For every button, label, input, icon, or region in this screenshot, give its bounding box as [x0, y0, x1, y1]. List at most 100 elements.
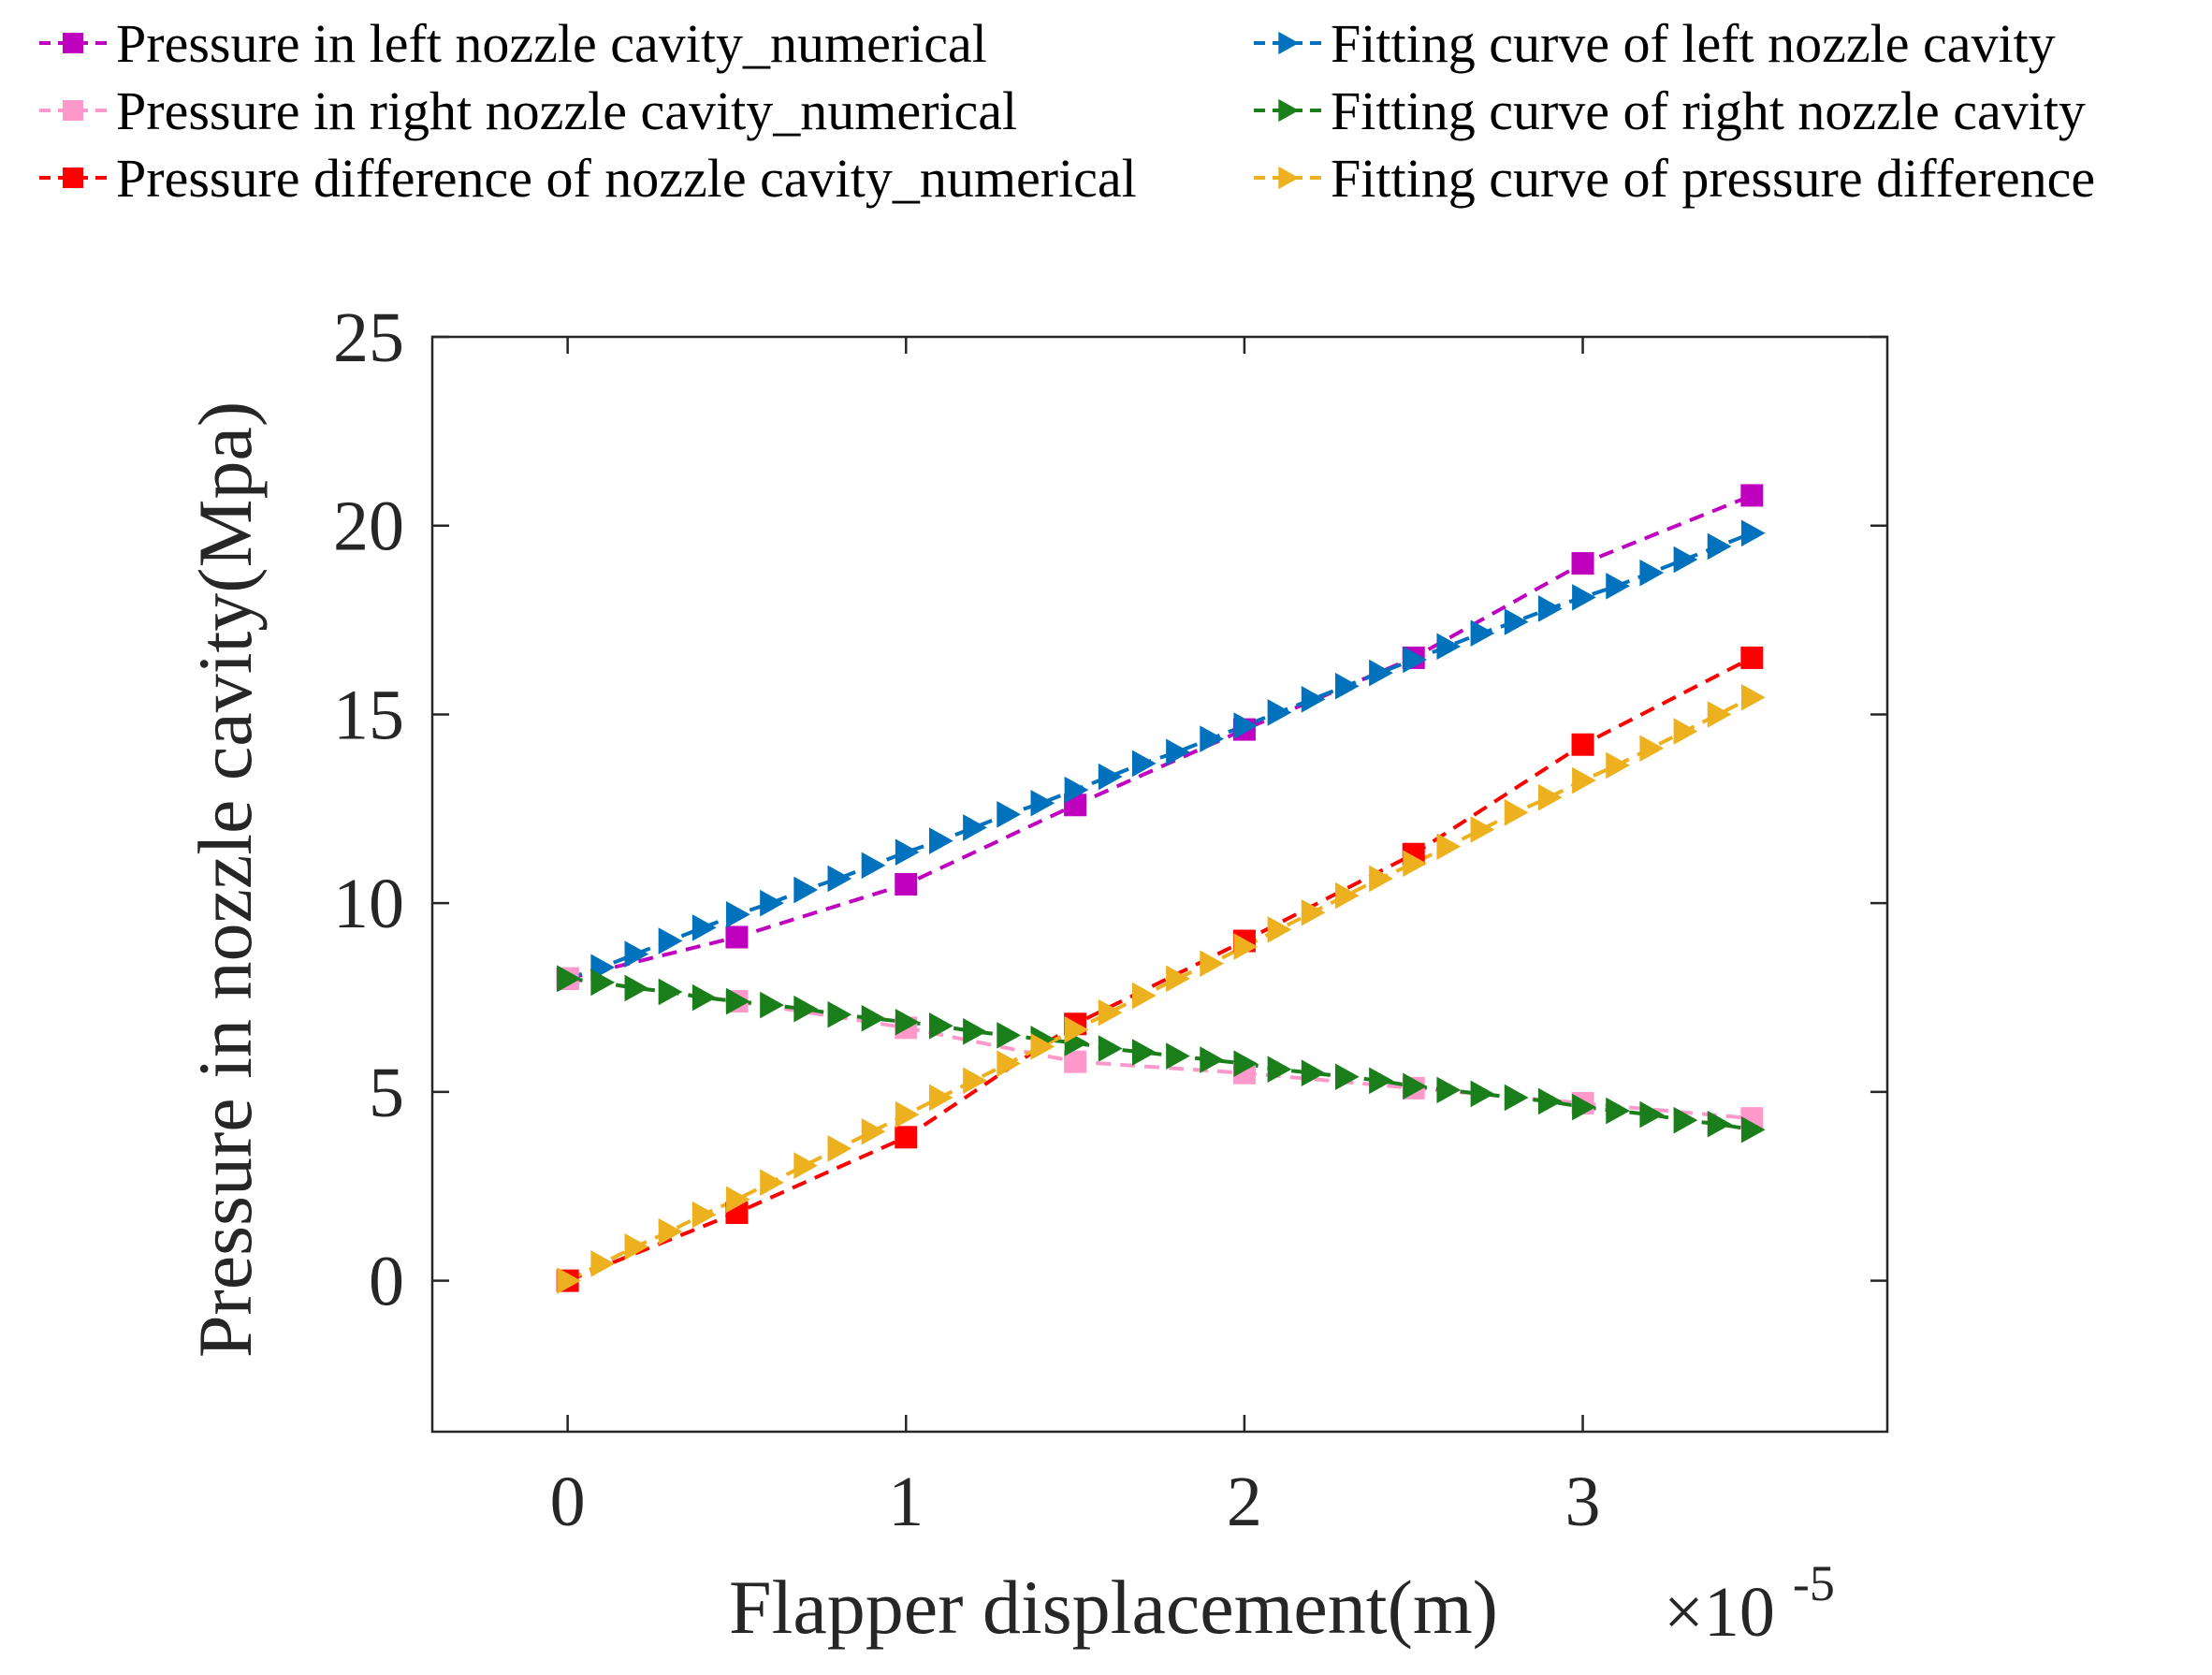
data-point-series-6	[895, 1100, 920, 1129]
data-point-series-5	[793, 995, 819, 1023]
data-point-series-6	[861, 1117, 886, 1145]
data-point-series-4	[929, 827, 953, 854]
data-point-series-6	[1098, 998, 1123, 1027]
legend-label: Pressure difference of nozzle cavity_num…	[116, 148, 1137, 209]
data-point-series-4	[1166, 738, 1190, 766]
data-point-series-4	[1537, 595, 1563, 622]
data-point-series-6	[1131, 982, 1157, 1010]
data-point-series-5	[1200, 1046, 1225, 1073]
data-point-series-6	[557, 1267, 581, 1294]
data-point-series-6	[691, 1201, 717, 1229]
data-point-series-1	[895, 873, 918, 896]
data-point-series-5	[929, 1012, 953, 1040]
data-point-series-5	[1131, 1039, 1157, 1066]
legend-marker	[63, 168, 83, 188]
data-point-series-6	[1200, 950, 1225, 978]
axes-box	[430, 335, 1889, 1434]
data-point-series-5	[861, 1004, 886, 1032]
data-point-series-4	[1673, 546, 1698, 574]
legend-label: Fitting curve of right nozzle cavity	[1331, 80, 2086, 141]
x-axis-label: Flapper displacement(m)	[729, 1565, 1498, 1650]
data-point-series-4	[1369, 659, 1393, 687]
x-exponent-label: ×10 -5	[1664, 1555, 1835, 1652]
data-point-series-5	[1403, 1072, 1428, 1100]
data-point-series-4	[1267, 699, 1292, 726]
data-point-series-5	[1233, 1050, 1259, 1077]
data-point-series-6	[726, 1186, 750, 1214]
data-point-series-5	[1369, 1067, 1393, 1095]
data-point-series-5	[1707, 1110, 1732, 1138]
legend-item-6: Fitting curve of pressure difference	[1254, 148, 2095, 209]
data-point-series-1	[1571, 552, 1594, 575]
data-point-series-5	[1470, 1080, 1495, 1108]
data-point-series-6	[1707, 701, 1732, 728]
data-point-series-5	[557, 965, 581, 993]
data-point-series-5	[895, 1008, 920, 1036]
legend-item-2: Pressure in right nozzle cavity_numerica…	[39, 80, 1017, 141]
data-point-series-6	[963, 1067, 987, 1095]
x-exponent-power: -5	[1793, 1555, 1835, 1611]
legend-item-3: Pressure difference of nozzle cavity_num…	[39, 148, 1137, 209]
data-point-series-5	[726, 987, 750, 1015]
data-point-series-3	[1740, 646, 1764, 669]
data-point-series-6	[760, 1169, 784, 1197]
data-point-series-5	[1098, 1035, 1123, 1062]
data-point-series-6	[1233, 933, 1259, 960]
data-point-series-4	[691, 914, 717, 941]
data-point-series-4	[1740, 519, 1766, 547]
data-point-series-5	[997, 1022, 1022, 1049]
data-point-series-6	[793, 1152, 819, 1179]
y-tick-label: 25	[333, 299, 404, 377]
data-point-series-4	[624, 940, 649, 968]
data-point-series-5	[1436, 1076, 1462, 1104]
axis-labels: Flapper displacement(m) Pressure in nozz…	[182, 401, 1835, 1652]
data-point-series-4	[1639, 559, 1665, 587]
data-point-series-4	[1098, 763, 1123, 791]
data-point-series-4	[1606, 572, 1630, 600]
series-line-3	[566, 656, 1754, 1283]
data-point-series-6	[590, 1250, 616, 1277]
data-point-series-5	[1301, 1059, 1326, 1087]
y-tick-label: 10	[333, 865, 404, 943]
data-point-series-5	[1673, 1106, 1698, 1134]
data-point-series-5	[1334, 1063, 1360, 1091]
data-point-series-6	[1166, 965, 1190, 993]
data-point-series-6	[827, 1135, 852, 1162]
legend-label: Fitting curve of left nozzle cavity	[1331, 13, 2056, 74]
data-point-series-3	[895, 1126, 918, 1149]
x-exponent-base: ×10	[1664, 1573, 1775, 1652]
data-point-series-4	[1403, 646, 1428, 674]
legend-label: Pressure in left nozzle cavity_numerical	[116, 13, 987, 74]
legend-marker	[1278, 166, 1300, 190]
data-point-series-4	[1301, 686, 1326, 713]
x-tick-label: 0	[550, 1463, 586, 1541]
data-point-series-4	[1064, 776, 1089, 804]
y-tick-label: 15	[333, 676, 404, 754]
data-point-series-4	[658, 927, 683, 954]
y-tick-label: 0	[369, 1243, 404, 1321]
legend-item-5: Fitting curve of right nozzle cavity	[1254, 80, 2086, 141]
x-tick-label: 2	[1227, 1463, 1262, 1541]
data-point-series-6	[1436, 833, 1462, 860]
legend-item-1: Pressure in left nozzle cavity_numerical	[39, 13, 987, 74]
y-tick-label: 5	[369, 1054, 404, 1132]
data-point-series-4	[793, 876, 819, 904]
data-point-series-5	[590, 969, 616, 997]
data-point-series-6	[624, 1233, 649, 1260]
data-point-series-4	[1030, 789, 1055, 817]
x-tick-label: 1	[888, 1463, 924, 1541]
plot-area: 0 1 2 3 0 5 10 15 20 25	[333, 299, 1889, 1541]
data-point-series-5	[1537, 1087, 1563, 1115]
data-point-series-4	[1233, 712, 1259, 739]
legend-label: Pressure in right nozzle cavity_numerica…	[116, 80, 1017, 141]
legend-item-4: Fitting curve of left nozzle cavity	[1254, 13, 2056, 74]
data-point-series-4	[861, 852, 886, 880]
axis-ticks: 0 1 2 3 0 5 10 15 20 25	[333, 299, 1887, 1541]
data-point-series-6	[658, 1217, 683, 1245]
data-point-series-4	[1131, 750, 1157, 778]
data-point-series-5	[1267, 1056, 1292, 1083]
data-point-series-6	[929, 1084, 953, 1112]
data-point-series-4	[1707, 532, 1732, 561]
data-point-series-5	[963, 1018, 987, 1045]
